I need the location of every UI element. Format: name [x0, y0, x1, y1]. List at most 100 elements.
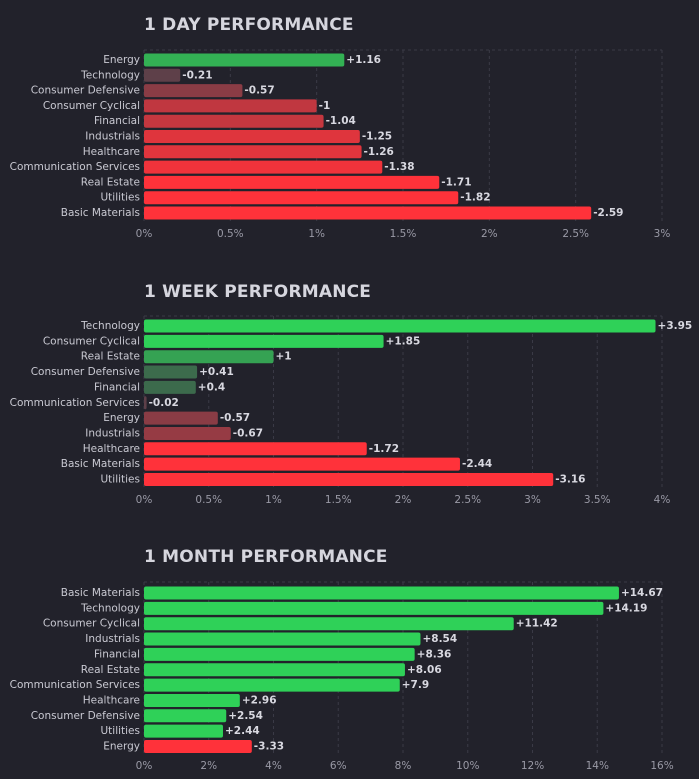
- month-x-tick-label: 12%: [521, 760, 544, 772]
- week-bar-basic-materials: [144, 457, 460, 471]
- month-value-label-communication-services: +7.9: [402, 679, 429, 691]
- month-value-label-healthcare: +2.96: [242, 694, 277, 706]
- day-bar-energy: [144, 53, 345, 67]
- week-x-tick-label: 3.5%: [584, 494, 611, 506]
- week-bar-technology: [144, 319, 656, 333]
- day-value-label-real-estate: -1.71: [441, 176, 471, 188]
- week-x-tick-label: 0.5%: [195, 494, 222, 506]
- day-performance-chart: 0% 0.5% 1% 1.5% 2% 2.5% 3% Energy +1.16 Technolog…: [10, 49, 671, 240]
- month-bar-communication-services: [144, 678, 400, 692]
- week-x-tick-label: 0%: [136, 494, 153, 506]
- day-x-tick-label: 1%: [308, 228, 325, 240]
- month-x-tick-label: 16%: [650, 760, 673, 772]
- week-category-label-consumer-defensive: Consumer Defensive: [31, 366, 140, 378]
- month-category-label-real-estate: Real Estate: [81, 664, 140, 676]
- day-bar-financial: [144, 114, 324, 128]
- month-category-label-consumer-defensive: Consumer Defensive: [31, 710, 140, 722]
- month-category-label-utilities: Utilities: [100, 725, 140, 737]
- month-bar-healthcare: [144, 693, 240, 707]
- week-value-label-technology: +3.95: [658, 320, 693, 332]
- month-bar-technology: [144, 601, 604, 615]
- month-performance-section: 1 MONTH PERFORMANCE 0% 2% 4% 6% 8% 10% 12% 14% 1…: [0, 532, 699, 779]
- month-category-label-basic-materials: Basic Materials: [61, 587, 140, 599]
- week-value-label-industrials: -0.67: [233, 427, 263, 439]
- week-category-label-utilities: Utilities: [100, 474, 140, 486]
- week-bar-consumer-cyclical: [144, 334, 384, 348]
- month-value-label-technology: +14.19: [605, 602, 647, 614]
- month-value-label-utilities: +2.44: [225, 725, 260, 737]
- day-category-label-financial: Financial: [94, 115, 140, 127]
- week-value-label-utilities: -3.16: [555, 474, 585, 486]
- week-x-tick-label: 1%: [265, 494, 282, 506]
- day-category-label-energy: Energy: [103, 54, 140, 66]
- day-bar-communication-services: [144, 160, 383, 174]
- month-performance-chart: 0% 2% 4% 6% 8% 10% 12% 14% 16% Basic Materials +14…: [10, 581, 674, 772]
- month-x-tick-label: 4%: [265, 760, 282, 772]
- month-value-label-consumer-cyclical: +11.42: [516, 618, 558, 630]
- month-category-label-industrials: Industrials: [85, 633, 140, 645]
- day-category-label-technology: Technology: [80, 69, 140, 81]
- day-value-label-technology: -0.21: [182, 69, 212, 81]
- day-value-label-utilities: -1.82: [460, 192, 490, 204]
- week-value-label-basic-materials: -2.44: [462, 458, 492, 470]
- month-bar-utilities: [144, 724, 223, 738]
- day-x-tick-label: 0.5%: [217, 228, 244, 240]
- month-value-label-basic-materials: +14.67: [621, 587, 663, 599]
- day-x-tick-label: 3%: [654, 228, 671, 240]
- day-value-label-financial: -1.04: [326, 115, 356, 127]
- month-bar-basic-materials: [144, 586, 619, 600]
- month-category-label-healthcare: Healthcare: [83, 694, 140, 706]
- day-value-label-energy: +1.16: [346, 54, 381, 66]
- day-value-label-industrials: -1.25: [362, 131, 392, 143]
- week-performance-chart: 0% 0.5% 1% 1.5% 2% 2.5% 3% 3.5% 4% Technology +3.9…: [10, 315, 693, 506]
- month-bar-financial: [144, 647, 415, 661]
- month-category-label-technology: Technology: [80, 602, 140, 614]
- week-bar-healthcare: [144, 442, 367, 456]
- week-performance-section: 1 WEEK PERFORMANCE 0% 0.5% 1% 1.5% 2% 2.5% 3% 3…: [0, 266, 699, 526]
- day-category-label-real-estate: Real Estate: [81, 176, 140, 188]
- week-category-label-healthcare: Healthcare: [83, 443, 140, 455]
- month-x-tick-label: 2%: [200, 760, 217, 772]
- month-value-label-real-estate: +8.06: [407, 664, 442, 676]
- day-performance-title: 1 DAY PERFORMANCE: [144, 15, 354, 35]
- month-bar-energy: [144, 740, 252, 753]
- day-bar-real-estate: [144, 175, 440, 189]
- week-category-label-consumer-cyclical: Consumer Cyclical: [43, 335, 140, 347]
- month-value-label-consumer-defensive: +2.54: [228, 710, 263, 722]
- day-value-label-consumer-defensive: -0.57: [244, 85, 274, 97]
- day-value-label-consumer-cyclical: -1: [319, 100, 331, 112]
- week-bar-utilities: [144, 473, 554, 486]
- week-value-label-communication-services: -0.02: [149, 397, 179, 409]
- day-value-label-communication-services: -1.38: [384, 161, 414, 173]
- week-value-label-consumer-defensive: +0.41: [199, 366, 234, 378]
- month-value-label-financial: +8.36: [417, 648, 452, 660]
- week-x-tick-label: 2.5%: [454, 494, 481, 506]
- month-x-tick-label: 6%: [330, 760, 347, 772]
- day-category-label-basic-materials: Basic Materials: [61, 207, 140, 219]
- week-bar-real-estate: [144, 350, 274, 364]
- week-performance-title: 1 WEEK PERFORMANCE: [144, 282, 372, 302]
- week-category-label-technology: Technology: [80, 320, 140, 332]
- day-x-tick-label: 2.5%: [562, 228, 589, 240]
- month-x-tick-label: 14%: [586, 760, 609, 772]
- week-category-label-real-estate: Real Estate: [81, 351, 140, 363]
- week-value-label-consumer-cyclical: +1.85: [386, 335, 421, 347]
- month-bar-industrials: [144, 632, 421, 646]
- day-x-tick-label: 1.5%: [390, 228, 417, 240]
- day-bar-utilities: [144, 191, 459, 205]
- week-x-tick-label: 4%: [654, 494, 671, 506]
- week-category-label-energy: Energy: [103, 412, 140, 424]
- day-category-label-healthcare: Healthcare: [83, 146, 140, 158]
- week-x-tick-label: 2%: [395, 494, 412, 506]
- day-category-label-communication-services: Communication Services: [10, 161, 140, 173]
- day-bar-healthcare: [144, 145, 362, 159]
- month-bar-consumer-cyclical: [144, 617, 514, 631]
- month-category-label-communication-services: Communication Services: [10, 679, 140, 691]
- week-x-tick-label: 3%: [524, 494, 541, 506]
- week-bar-financial: [144, 380, 196, 394]
- day-category-label-consumer-cyclical: Consumer Cyclical: [43, 100, 140, 112]
- day-category-label-industrials: Industrials: [85, 131, 140, 143]
- week-bar-communication-services: [144, 396, 147, 410]
- day-category-label-consumer-defensive: Consumer Defensive: [31, 85, 140, 97]
- day-bar-industrials: [144, 130, 360, 143]
